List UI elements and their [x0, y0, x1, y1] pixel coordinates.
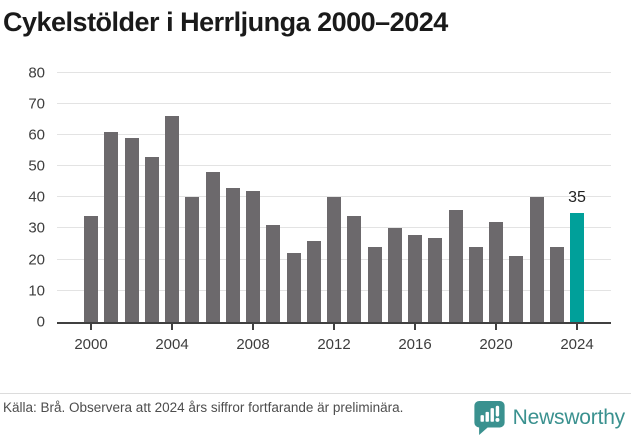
- x-tick-2008: [252, 323, 254, 330]
- bar-2004: [165, 116, 179, 322]
- y-axis-label-10: 10: [28, 282, 45, 300]
- bar-2001: [104, 131, 119, 322]
- y-axis-label-30: 30: [28, 219, 45, 237]
- x-axis-label-2000: 2000: [74, 335, 108, 353]
- x-axis-label-2016: 2016: [398, 335, 432, 353]
- bar-2024: [570, 212, 584, 322]
- bar-2013: [347, 215, 362, 322]
- x-axis-labels: 2000 2004 2008 2012 2016 2020 2024: [57, 336, 611, 356]
- source-note: Källa: Brå. Observera att 2024 års siffr…: [3, 400, 404, 415]
- x-tick-2024: [576, 323, 578, 330]
- bar-2018: [448, 209, 463, 322]
- x-axis-label-2012: 2012: [317, 335, 351, 353]
- gridline-60: [57, 134, 611, 135]
- bar-2016: [408, 234, 422, 322]
- bar-2006: [205, 172, 220, 322]
- bar-2005: [185, 197, 200, 322]
- newsworthy-logo[interactable]: Newsworthy: [474, 399, 625, 435]
- newsworthy-speech-bubble-chart-icon: [474, 401, 505, 435]
- y-axis-label-70: 70: [28, 95, 45, 113]
- x-axis-label-2024: 2024: [560, 335, 594, 353]
- y-axis-label-20: 20: [28, 251, 45, 268]
- bar-2003: [144, 156, 159, 322]
- bar-2015: [387, 228, 402, 322]
- bar-2011: [306, 240, 321, 322]
- plot-area: 0 10 20 30 40 50 60 70 80 35: [28, 64, 611, 330]
- gridline-40: [57, 196, 611, 198]
- bar-2009: [266, 225, 281, 322]
- bar-2022: [529, 197, 544, 322]
- bar-2023: [549, 247, 564, 322]
- chart-title: Cykelstölder i Herrljunga 2000–2024: [3, 7, 448, 37]
- y-axis-label-80: 80: [28, 64, 45, 82]
- gridline-50: [57, 165, 611, 167]
- bar-2000: [84, 215, 98, 322]
- y-axis-label-60: 60: [28, 126, 45, 144]
- bar-2012: [327, 197, 341, 322]
- newsworthy-logo-text: Newsworthy: [512, 406, 626, 429]
- x-tick-2004: [171, 323, 173, 330]
- footer: Källa: Brå. Observera att 2024 års siffr…: [0, 393, 631, 439]
- x-tick-2000: [90, 323, 92, 330]
- x-tick-2016: [414, 323, 416, 330]
- bar-2008: [246, 191, 260, 322]
- x-tick-2020: [495, 323, 497, 330]
- bars-region: [57, 73, 611, 322]
- bar-2019: [468, 247, 483, 322]
- bar-2010: [286, 253, 301, 322]
- bar-2014: [367, 247, 382, 322]
- x-axis-label-2004: 2004: [155, 335, 189, 353]
- gridline-70: [57, 102, 611, 104]
- x-axis-label-2008: 2008: [236, 335, 270, 353]
- y-axis-label-40: 40: [28, 188, 45, 206]
- x-axis-label-2020: 2020: [479, 335, 513, 353]
- bar-2021: [509, 256, 524, 322]
- y-axis-label-50: 50: [28, 157, 45, 175]
- gridline-80: [57, 71, 611, 73]
- bar-2017: [428, 237, 443, 322]
- x-tick-2012: [333, 323, 335, 330]
- y-axis-label-0: 0: [36, 313, 45, 331]
- bar-2002: [124, 138, 139, 322]
- bar-2007: [225, 187, 240, 322]
- bar-2020: [489, 222, 503, 322]
- highlight-value-label: 35: [568, 188, 586, 206]
